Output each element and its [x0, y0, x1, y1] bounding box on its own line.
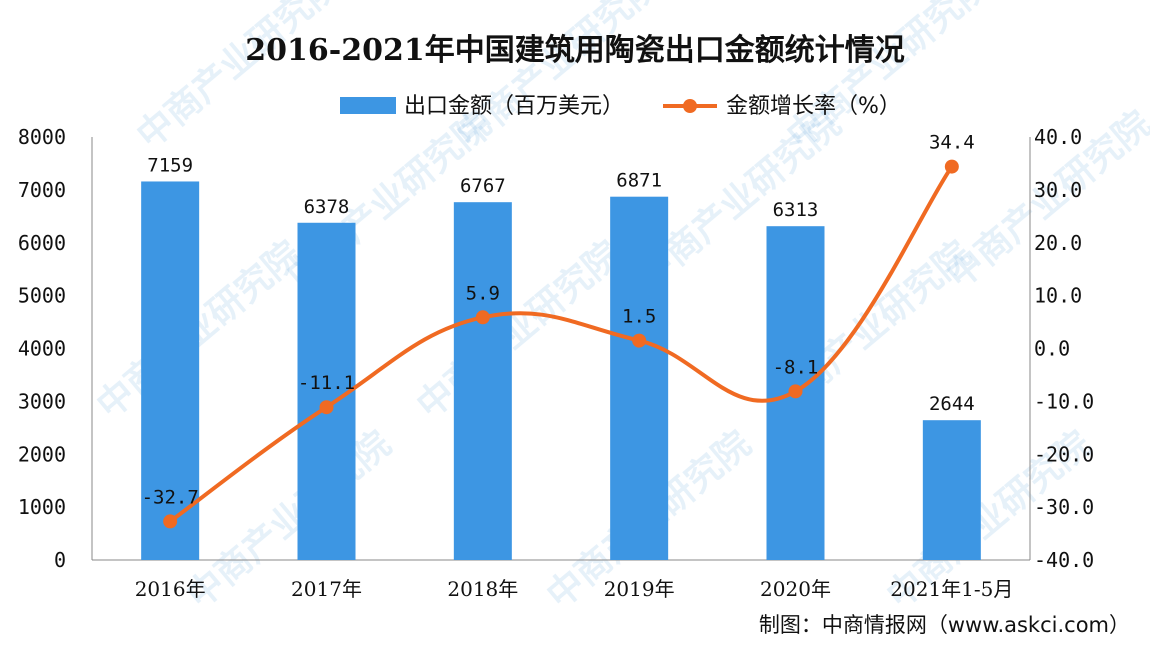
- y-left-tick-label: 4000: [18, 337, 66, 361]
- y-left-tick-label: 1000: [18, 495, 66, 519]
- growth-line: [163, 159, 959, 529]
- bar-value-label: 6767: [460, 175, 506, 197]
- legend: 出口金额（百万美元） 金额增长率（%）: [340, 94, 901, 119]
- x-tick-label: 2021年1-5月: [890, 577, 1013, 601]
- bar: [297, 222, 356, 560]
- growth-value-label: 34.4: [929, 132, 975, 154]
- bar: [610, 196, 669, 561]
- x-tick-label: 2016年: [135, 577, 206, 601]
- y-right-tick-label: -40.0: [1034, 548, 1094, 572]
- growth-point: [475, 310, 490, 325]
- y-right-tick-label: 40.0: [1034, 125, 1082, 149]
- bar: [453, 202, 512, 560]
- watermark-text: 中商产业研究院: [179, 423, 398, 616]
- y-left-tick-label: 7000: [18, 178, 66, 202]
- legend-line-marker: [683, 99, 697, 113]
- y-right-tick-label: 10.0: [1034, 284, 1082, 308]
- bar-value-label: 6871: [616, 170, 662, 192]
- bar-value-label: 2644: [929, 393, 975, 415]
- growth-point: [163, 514, 178, 529]
- y-left-tick-label: 2000: [18, 442, 66, 466]
- legend-line-label: 金额增长率（%）: [726, 94, 901, 119]
- bar-value-label: 6378: [304, 196, 350, 218]
- legend-bar-label: 出口金额（百万美元）: [404, 94, 624, 119]
- x-tick-label: 2020年: [760, 577, 831, 601]
- y-left-tick-label: 8000: [18, 125, 66, 149]
- data-labels: 7159 6378 6767 6871 6313 2644 -32.7 -11.1 5.9 1.5…: [142, 132, 975, 509]
- bar-value-label: 6313: [773, 199, 819, 221]
- bar: [922, 420, 981, 560]
- y-right-tick-label: -20.0: [1034, 442, 1094, 466]
- growth-value-label: 5.9: [466, 282, 500, 304]
- growth-value-label: -8.1: [773, 356, 819, 378]
- growth-value-label: -11.1: [298, 372, 355, 394]
- source-credit: 制图：中商情报网（www.askci.com）: [759, 613, 1130, 637]
- chart-title: 2016-2021年中国建筑用陶瓷出口金额统计情况: [245, 33, 904, 68]
- watermark-text: 中商产业研究院: [129, 0, 348, 157]
- y-left-tick-label: 3000: [18, 389, 66, 413]
- bars: [141, 181, 981, 561]
- y-left-tick-label: 5000: [18, 284, 66, 308]
- bar: [141, 181, 200, 560]
- x-tick-label: 2019年: [604, 577, 675, 601]
- x-tick-label: 2018年: [447, 577, 518, 601]
- y-left-tick-label: 6000: [18, 231, 66, 255]
- y-right-tick-label: -10.0: [1034, 389, 1094, 413]
- growth-point: [944, 159, 959, 174]
- growth-point: [632, 333, 647, 348]
- growth-value-label: 1.5: [622, 306, 656, 328]
- y-right-tick-label: 0.0: [1034, 337, 1070, 361]
- bar-value-label: 7159: [147, 154, 193, 176]
- y-right-tick-label: 30.0: [1034, 178, 1082, 202]
- growth-point: [319, 400, 334, 415]
- y-right-tick-label: 20.0: [1034, 231, 1082, 255]
- legend-bar-swatch: [340, 97, 396, 114]
- x-tick-label: 2017年: [291, 577, 362, 601]
- y-left-tick-label: 0: [54, 548, 66, 572]
- y-right-tick-label: -30.0: [1034, 495, 1094, 519]
- growth-line-path: [168, 165, 954, 524]
- growth-point: [788, 384, 803, 399]
- axes: 0 1000 2000 3000 4000 5000 6000 7000 8000 -40.0 -3…: [18, 125, 1094, 601]
- growth-value-label: -32.7: [142, 486, 199, 508]
